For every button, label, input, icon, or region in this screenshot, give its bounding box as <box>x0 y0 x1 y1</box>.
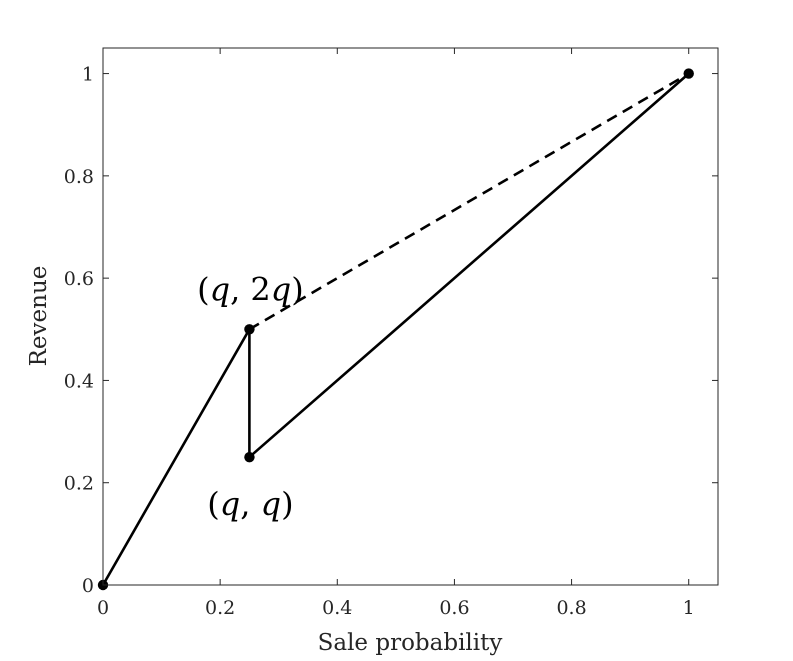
annotation-layer: (q, 2q) (q, q) <box>197 270 304 523</box>
annotation-label: (q, q) <box>207 485 293 523</box>
annotation-label: (q, 2q) <box>197 270 304 308</box>
data-point <box>244 451 255 463</box>
y-axis-label: Revenue <box>26 266 52 367</box>
data-point <box>244 324 255 335</box>
x-tick-label: 0.8 <box>556 597 586 619</box>
y-tick-label: 0.4 <box>64 370 94 392</box>
x-tick-label: 1 <box>683 597 695 619</box>
x-tick-label: 0.6 <box>439 597 469 619</box>
x-tick-label: 0.4 <box>322 597 352 619</box>
x-tick-label: 0.2 <box>205 597 235 619</box>
series-line-dashed <box>248 72 690 331</box>
y-tick-label: 0 <box>82 575 94 597</box>
series-line-solid <box>101 72 690 586</box>
axes-box <box>102 47 719 586</box>
data-point <box>683 68 694 79</box>
y-tick-label: 1 <box>82 64 94 86</box>
y-tick-label: 0.6 <box>64 268 94 290</box>
marker-layer <box>97 68 694 591</box>
x-tick-label: 0 <box>97 597 109 619</box>
x-axis-label: Sale probability <box>318 630 503 656</box>
series-layer <box>101 72 690 586</box>
y-tick-label: 0.2 <box>64 473 94 495</box>
tick-layer: 0 0.2 0.4 0.6 0.8 1 0 0.2 0.4 0.6 0.8 1 <box>64 48 718 619</box>
y-tick-label: 0.8 <box>64 166 94 188</box>
